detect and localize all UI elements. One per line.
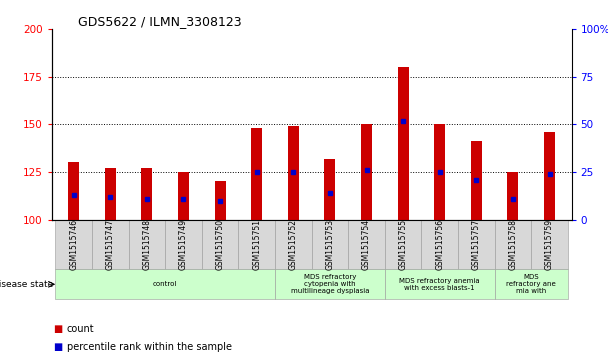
Text: GSM1515750: GSM1515750: [216, 219, 224, 270]
Text: GSM1515758: GSM1515758: [508, 219, 517, 270]
Bar: [128, 220, 165, 269]
Text: MDS refractory
cytopenia with
multilineage dysplasia: MDS refractory cytopenia with multilinea…: [291, 274, 369, 294]
Text: GSM1515751: GSM1515751: [252, 219, 261, 270]
Bar: [385, 220, 421, 269]
Bar: [275, 269, 385, 299]
Text: percentile rank within the sample: percentile rank within the sample: [67, 342, 232, 352]
Text: GSM1515755: GSM1515755: [399, 219, 407, 270]
Bar: [544, 132, 555, 220]
Text: GSM1515753: GSM1515753: [325, 219, 334, 270]
Bar: [361, 124, 372, 220]
Bar: [421, 220, 458, 269]
Text: control: control: [153, 281, 178, 287]
Bar: [434, 124, 445, 220]
Bar: [398, 67, 409, 220]
Text: count: count: [67, 323, 94, 334]
Text: GSM1515748: GSM1515748: [142, 219, 151, 270]
Bar: [458, 220, 495, 269]
Bar: [92, 220, 128, 269]
Text: GSM1515754: GSM1515754: [362, 219, 371, 270]
Bar: [471, 142, 482, 220]
Bar: [348, 220, 385, 269]
Text: GSM1515747: GSM1515747: [106, 219, 115, 270]
Bar: [142, 168, 153, 220]
Text: GDS5622 / ILMN_3308123: GDS5622 / ILMN_3308123: [78, 15, 241, 28]
Text: GSM1515752: GSM1515752: [289, 219, 298, 270]
Text: GSM1515759: GSM1515759: [545, 219, 554, 270]
Bar: [495, 269, 568, 299]
Text: MDS refractory anemia
with excess blasts-1: MDS refractory anemia with excess blasts…: [399, 278, 480, 291]
Bar: [531, 220, 568, 269]
Bar: [251, 128, 262, 220]
Bar: [178, 172, 189, 220]
Bar: [165, 220, 202, 269]
Bar: [508, 172, 519, 220]
Text: ■: ■: [54, 342, 63, 352]
Text: ■: ■: [54, 323, 63, 334]
Text: MDS
refractory ane
mia with: MDS refractory ane mia with: [506, 274, 556, 294]
Bar: [325, 159, 336, 220]
Bar: [238, 220, 275, 269]
Bar: [55, 220, 92, 269]
Bar: [288, 126, 299, 220]
Bar: [275, 220, 311, 269]
Text: GSM1515746: GSM1515746: [69, 219, 78, 270]
Bar: [68, 162, 79, 220]
Text: GSM1515757: GSM1515757: [472, 219, 481, 270]
Text: GSM1515756: GSM1515756: [435, 219, 444, 270]
Bar: [311, 220, 348, 269]
Bar: [55, 269, 275, 299]
Text: disease state: disease state: [0, 280, 54, 289]
Bar: [385, 269, 495, 299]
Bar: [105, 168, 116, 220]
Bar: [495, 220, 531, 269]
Bar: [215, 182, 226, 220]
Text: GSM1515749: GSM1515749: [179, 219, 188, 270]
Bar: [202, 220, 238, 269]
